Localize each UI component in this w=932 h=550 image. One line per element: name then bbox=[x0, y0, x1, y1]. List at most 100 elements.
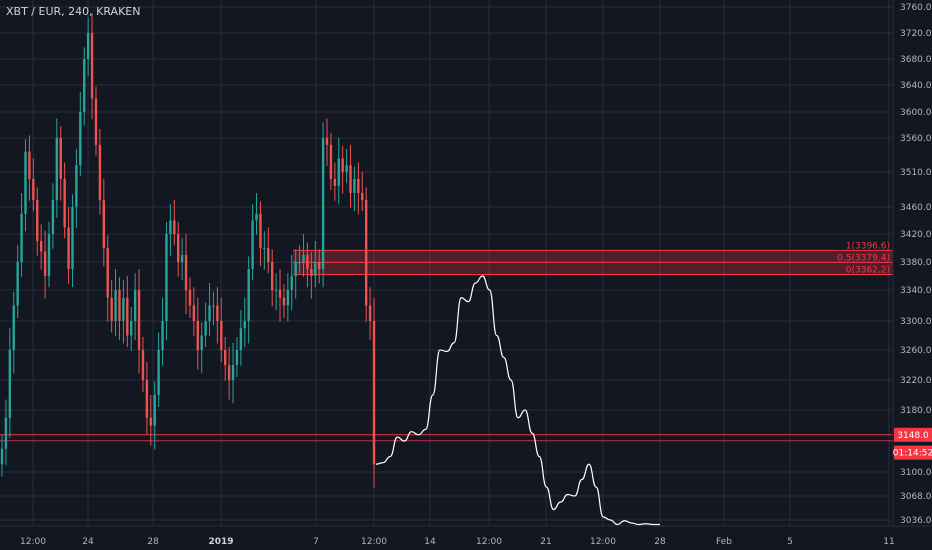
candle-body bbox=[133, 290, 137, 321]
price-axis[interactable]: 3760.0 3720.0 3680.0 3640.0 3600.0 3560.0 3510… bbox=[900, 3, 932, 526]
candle-body bbox=[282, 297, 286, 306]
candle-body bbox=[75, 165, 78, 207]
time-tick-label: 28 bbox=[147, 537, 159, 547]
candle-body bbox=[173, 220, 176, 234]
candle-body bbox=[126, 297, 129, 336]
price-tick-label: 3340.0 bbox=[900, 286, 932, 296]
candle-body bbox=[157, 350, 160, 395]
candle-body bbox=[361, 193, 364, 200]
candle-body bbox=[169, 220, 172, 234]
candle-body bbox=[231, 365, 235, 380]
candle-body bbox=[368, 305, 372, 321]
candle-body bbox=[102, 200, 106, 248]
candle-body bbox=[122, 297, 125, 321]
time-tick-label: 2019 bbox=[208, 537, 233, 547]
candle-body bbox=[106, 248, 109, 298]
candle-body bbox=[59, 138, 62, 179]
time-tick-label: 12:00 bbox=[20, 537, 46, 547]
candle-body bbox=[180, 255, 184, 262]
candle-body bbox=[86, 33, 90, 59]
price-tick-label: 3640.0 bbox=[900, 81, 932, 91]
price-tick-label: 3460.0 bbox=[900, 203, 932, 213]
candle-body bbox=[247, 269, 250, 321]
candle-body bbox=[55, 138, 59, 200]
price-tag bbox=[894, 427, 932, 442]
candle-body bbox=[321, 138, 325, 269]
price-tag-label: 01:14:52 bbox=[893, 449, 932, 459]
time-tick-label: 21 bbox=[540, 537, 551, 547]
price-tick-label: 3600.0 bbox=[900, 108, 932, 118]
projection-line bbox=[375, 275, 660, 526]
time-tick-label: 11 bbox=[883, 537, 894, 547]
price-tick-label: 3560.0 bbox=[900, 134, 932, 144]
horizontal-line-tool[interactable] bbox=[0, 434, 893, 442]
candle-body bbox=[270, 262, 274, 290]
time-tick-label: 28 bbox=[654, 537, 666, 547]
candle-body bbox=[36, 200, 39, 241]
time-tick-label: 12:00 bbox=[361, 537, 387, 547]
candle-body bbox=[196, 321, 199, 350]
time-tick-label: 24 bbox=[82, 537, 94, 547]
candle-body bbox=[51, 200, 55, 234]
candle-body bbox=[71, 207, 74, 269]
symbol-title[interactable]: XBT / EUR, 240, KRAKEN bbox=[6, 5, 141, 18]
candle-body bbox=[208, 305, 211, 321]
candle-body bbox=[130, 321, 133, 336]
candle-body bbox=[357, 179, 360, 193]
candle-body bbox=[290, 276, 293, 290]
projection-drawing[interactable] bbox=[375, 275, 660, 526]
price-tick-label: 3068.0 bbox=[900, 492, 932, 502]
time-tick-label: Feb bbox=[716, 537, 732, 547]
price-tick-label: 3300.0 bbox=[900, 317, 932, 327]
candle-body bbox=[298, 262, 301, 263]
fib-level-label: 1(3396.6) bbox=[846, 241, 890, 251]
candle-body bbox=[333, 179, 337, 186]
candle-body bbox=[337, 158, 340, 186]
candle-body bbox=[177, 234, 180, 262]
fibonacci-retracement[interactable] bbox=[293, 249, 893, 275]
candle-body bbox=[224, 350, 227, 365]
candle-body bbox=[345, 165, 348, 172]
price-tick-label: 3760.0 bbox=[900, 3, 932, 13]
fib-level-label: 0(3362.2) bbox=[846, 265, 890, 275]
candle-body bbox=[329, 144, 333, 179]
candle-body bbox=[278, 290, 282, 298]
candle-body bbox=[137, 290, 141, 350]
candle-body bbox=[184, 255, 188, 290]
candle-body bbox=[83, 59, 86, 112]
candle-body bbox=[372, 321, 376, 465]
candle-body bbox=[243, 321, 246, 329]
candle-body bbox=[255, 213, 258, 221]
price-tick-label: 3220.0 bbox=[900, 376, 932, 386]
candle-body bbox=[317, 262, 321, 269]
price-tick-label: 3100.0 bbox=[900, 468, 932, 478]
candle-body bbox=[325, 138, 329, 145]
candle-body bbox=[63, 179, 66, 228]
price-tick-label: 3680.0 bbox=[900, 55, 932, 65]
candle-body bbox=[192, 305, 196, 321]
time-tick-label: 7 bbox=[313, 537, 319, 547]
price-tick-label: 3036.0 bbox=[900, 516, 932, 526]
candle-body bbox=[263, 248, 266, 249]
candle-body bbox=[353, 179, 356, 193]
candle-body bbox=[39, 241, 43, 252]
price-tick-label: 3720.0 bbox=[900, 29, 932, 39]
candle-body bbox=[212, 305, 215, 307]
candle-body bbox=[259, 213, 262, 248]
candle-body bbox=[24, 151, 27, 214]
time-axis[interactable]: 12:00 24 28 2019 7 12:00 14 12:00 21 12:00 28 Feb 5 1… bbox=[20, 537, 895, 547]
candle-body bbox=[145, 380, 149, 418]
candle-body bbox=[94, 98, 98, 145]
time-tick-label: 12:00 bbox=[590, 537, 616, 547]
candle-body bbox=[216, 305, 219, 321]
candle-body bbox=[310, 269, 313, 276]
candle-body bbox=[67, 227, 70, 269]
fib-level-label: 0.5(3379.4) bbox=[837, 253, 890, 263]
candle-body bbox=[200, 335, 203, 350]
candlestick-series bbox=[0, 13, 376, 488]
time-tick-label: 5 bbox=[787, 537, 793, 547]
candle-body bbox=[314, 262, 317, 276]
candle-body bbox=[306, 255, 309, 269]
candle-body bbox=[227, 365, 231, 380]
